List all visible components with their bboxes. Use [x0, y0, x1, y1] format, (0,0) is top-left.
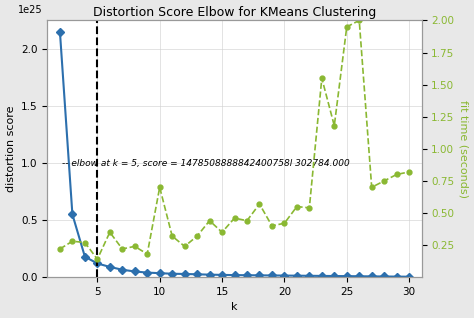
- Y-axis label: fit time (seconds): fit time (seconds): [458, 100, 468, 198]
- Text: 1e25: 1e25: [18, 5, 42, 15]
- Title: Distortion Score Elbow for KMeans Clustering: Distortion Score Elbow for KMeans Cluste…: [93, 6, 376, 19]
- Y-axis label: distortion score: distortion score: [6, 106, 16, 192]
- Text: -- elbow at k = 5, score = 1478508888842400758l 302784.000: -- elbow at k = 5, score = 1478508888842…: [63, 159, 350, 168]
- X-axis label: k: k: [231, 302, 238, 313]
